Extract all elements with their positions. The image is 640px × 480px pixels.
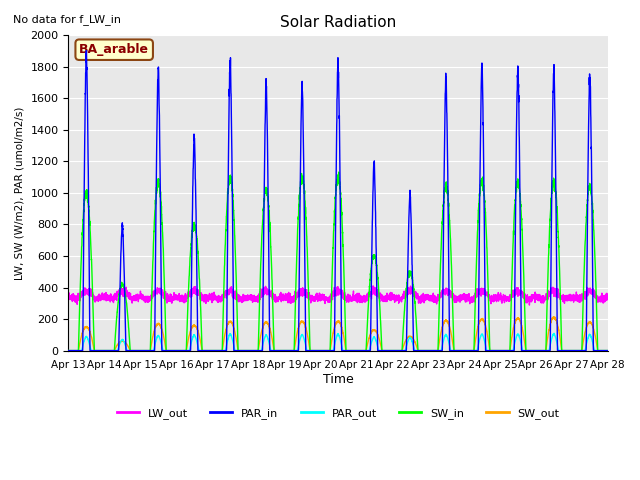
X-axis label: Time: Time <box>323 373 353 386</box>
LW_out <box>490 293 497 299</box>
PAR_out <box>459 348 467 353</box>
PAR_in <box>490 348 497 353</box>
LW_out <box>459 297 467 302</box>
SW_in <box>490 348 497 353</box>
SW_out <box>604 348 611 353</box>
SW_in <box>318 348 326 353</box>
SW_in <box>604 348 612 353</box>
PAR_in <box>429 348 437 353</box>
PAR_out <box>550 330 558 336</box>
PAR_out <box>429 348 436 353</box>
PAR_in <box>65 348 72 353</box>
SW_in <box>459 348 467 353</box>
PAR_out <box>604 348 611 353</box>
SW_out <box>161 342 169 348</box>
SW_out <box>429 348 436 353</box>
Y-axis label: LW, SW (W/m2), PAR (umol/m2/s): LW, SW (W/m2), PAR (umol/m2/s) <box>15 106 25 280</box>
LW_out <box>369 283 377 289</box>
Legend: LW_out, PAR_in, PAR_out, SW_in, SW_out: LW_out, PAR_in, PAR_out, SW_in, SW_out <box>112 404 564 423</box>
LW_out <box>65 294 72 300</box>
PAR_out <box>318 348 326 353</box>
PAR_out <box>65 348 72 353</box>
Line: SW_out: SW_out <box>68 317 608 350</box>
PAR_out <box>161 348 169 353</box>
LW_out <box>318 297 326 303</box>
PAR_in <box>83 48 90 53</box>
SW_in <box>429 348 437 353</box>
PAR_in <box>318 348 326 353</box>
Title: Solar Radiation: Solar Radiation <box>280 15 396 30</box>
Line: PAR_in: PAR_in <box>68 50 608 350</box>
SW_in <box>161 314 169 320</box>
LW_out <box>429 297 437 303</box>
SW_out <box>550 314 557 320</box>
SW_in <box>335 169 342 175</box>
SW_out <box>490 348 497 353</box>
Line: PAR_out: PAR_out <box>68 333 608 350</box>
PAR_out <box>604 348 612 353</box>
PAR_out <box>490 348 497 353</box>
SW_out <box>459 348 467 353</box>
SW_out <box>604 348 612 353</box>
SW_in <box>604 348 611 353</box>
SW_in <box>65 348 72 353</box>
SW_out <box>318 348 326 353</box>
Line: LW_out: LW_out <box>68 286 608 305</box>
LW_out <box>161 296 169 301</box>
LW_out <box>525 302 533 308</box>
Text: No data for f_LW_in: No data for f_LW_in <box>13 14 121 25</box>
LW_out <box>604 297 612 302</box>
SW_out <box>65 348 72 353</box>
Line: SW_in: SW_in <box>68 172 608 350</box>
PAR_in <box>459 348 467 353</box>
Text: BA_arable: BA_arable <box>79 43 149 56</box>
PAR_in <box>604 348 611 353</box>
PAR_in <box>604 348 612 353</box>
LW_out <box>604 296 611 302</box>
PAR_in <box>161 348 169 353</box>
